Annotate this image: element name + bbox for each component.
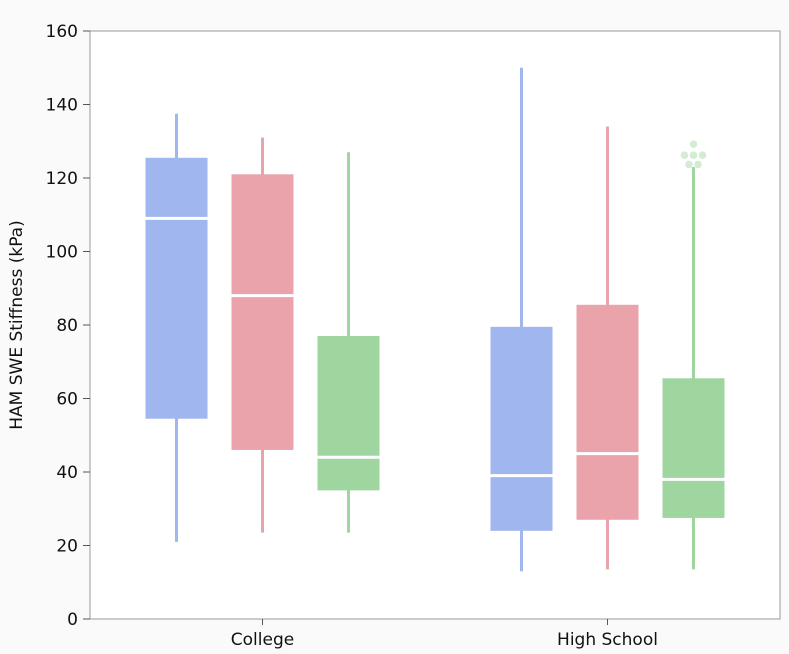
box-body-0-0	[145, 157, 208, 419]
outlier-1-2-1	[694, 160, 702, 169]
box-body-0-2	[317, 336, 380, 491]
box-1-2	[662, 140, 725, 570]
outlier-1-2-5	[689, 140, 698, 148]
box-0-0	[145, 113, 208, 542]
box-body-1-2	[662, 378, 725, 518]
box-0-1	[231, 137, 294, 533]
y-tick-label-0: 0	[67, 610, 78, 630]
x-tick-label-1: High School	[557, 630, 658, 650]
y-tick-label-6: 120	[46, 169, 78, 189]
box-body-1-1	[576, 304, 639, 520]
y-tick-label-3: 60	[56, 390, 78, 410]
y-tick-label-5: 100	[46, 243, 78, 263]
y-axis-title: HAM SWE Stiffness (kPa)	[7, 220, 27, 430]
y-tick-label-8: 160	[46, 22, 78, 42]
box-0-2	[317, 152, 380, 533]
box-1-1	[576, 126, 639, 570]
x-tick-label-0: College	[231, 630, 294, 650]
y-tick-label-4: 80	[56, 316, 78, 336]
box-body-0-1	[231, 174, 294, 450]
outlier-1-2-3	[689, 151, 698, 160]
outlier-1-2-2	[680, 151, 689, 160]
y-axis: 0 20 40 60 80 100 120 140 160	[46, 22, 90, 630]
y-tick-label-7: 140	[46, 96, 78, 116]
box-body-1-0	[490, 326, 553, 531]
box-1-0	[490, 67, 553, 572]
x-axis: College High School	[231, 619, 658, 650]
outlier-1-2-0	[685, 160, 693, 169]
outlier-1-2-4	[698, 151, 707, 160]
y-tick-label-2: 40	[56, 463, 78, 483]
boxes-group	[145, 67, 725, 572]
y-tick-label-1: 20	[56, 537, 78, 557]
